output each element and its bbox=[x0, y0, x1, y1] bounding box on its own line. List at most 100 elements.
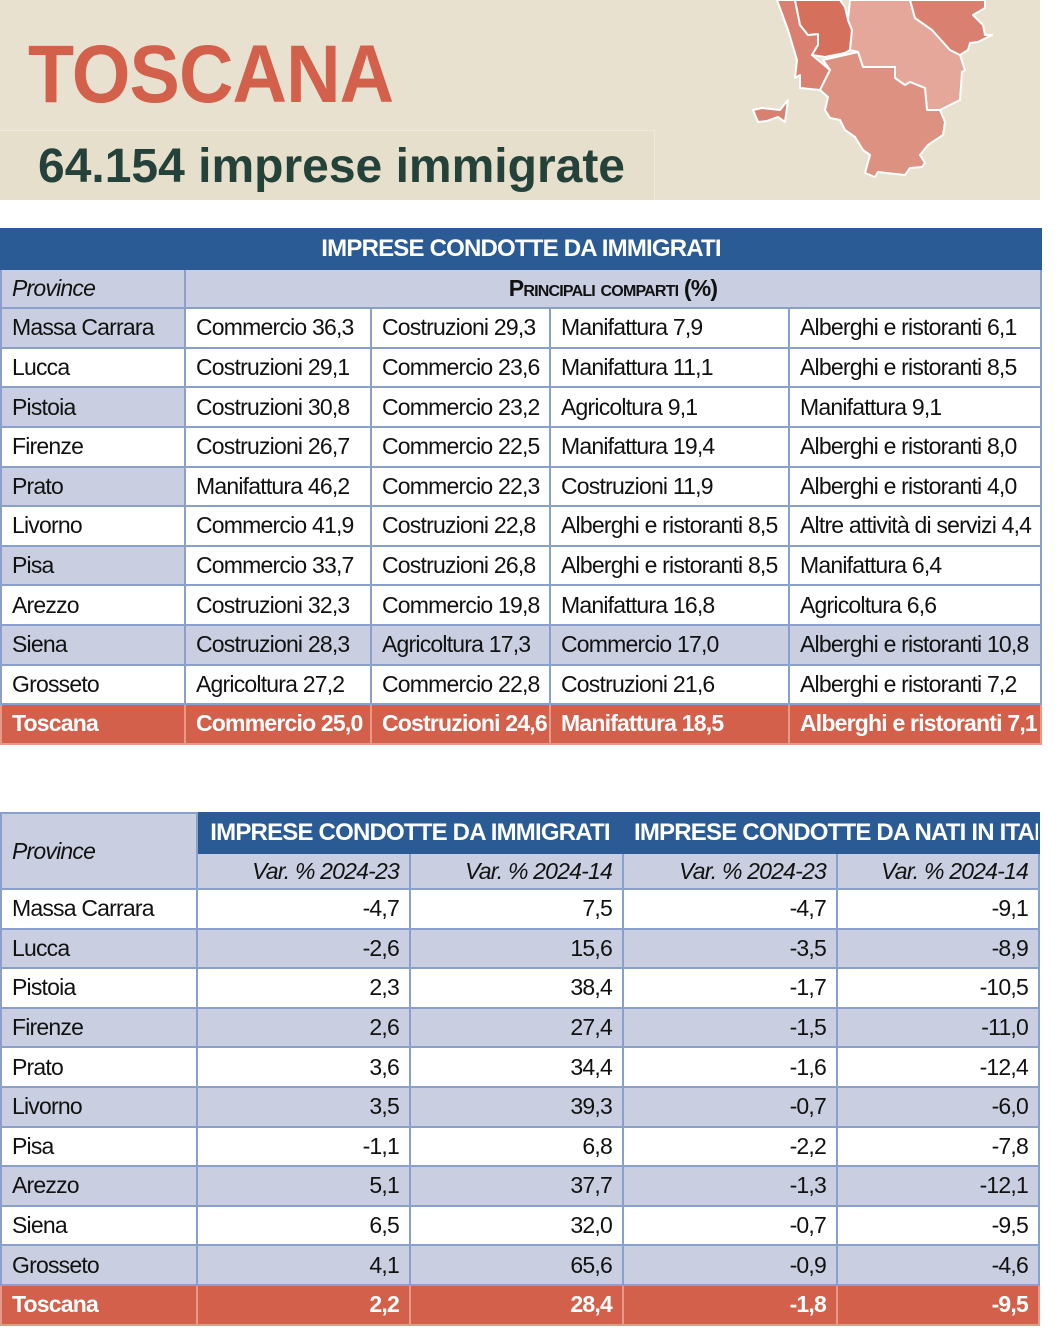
subtitle-box: 64.154 imprese immigrate bbox=[0, 130, 655, 200]
value-cell: -9,1 bbox=[835, 888, 1041, 930]
map-province-siena-grosseto bbox=[819, 51, 946, 178]
province-cell: Pistoia bbox=[0, 967, 198, 1009]
table-row: Arezzo Costruzioni 32,3 Commercio 19,8 Mani… bbox=[0, 584, 1043, 626]
comparto-cell: Commercio 36,3 bbox=[184, 307, 372, 349]
variation-table: Province IMPRESE CONDOTTE DA IMMIGRATI I… bbox=[0, 812, 1041, 1326]
value-cell: 2,6 bbox=[196, 1006, 411, 1049]
comparti-header: Principali comparti (%) bbox=[183, 267, 1043, 310]
table-row: Firenze Costruzioni 26,7 Commercio 22,5 Man… bbox=[0, 425, 1043, 468]
province-cell: Massa Carrara bbox=[0, 307, 186, 349]
comparto-cell: Manifattura 46,2 bbox=[184, 465, 372, 508]
value-cell: -1,6 bbox=[622, 1046, 838, 1088]
comparto-cell: Alberghi e ristoranti 8,5 bbox=[787, 346, 1043, 389]
province-cell: Livorno bbox=[0, 505, 186, 547]
comparto-cell: Costruzioni 26,7 bbox=[184, 425, 372, 468]
comparto-cell: Altre attività di servizi 4,4 bbox=[787, 505, 1043, 547]
table-row: Pisa Commercio 33,7 Costruzioni 26,8 Alberg… bbox=[0, 544, 1043, 587]
province-cell: Firenze bbox=[0, 1006, 198, 1049]
value-cell: -0,7 bbox=[622, 1085, 838, 1128]
comparto-cell: Alberghi e ristoranti 8,5 bbox=[549, 505, 790, 547]
table-row: Toscana Commercio 25,0 Costruzioni 24,6 Man… bbox=[0, 703, 1043, 745]
province-cell: Arezzo bbox=[0, 1165, 198, 1207]
table-row: Siena Costruzioni 28,3 Agricoltura 17,3 Com… bbox=[0, 623, 1043, 666]
comparto-cell: Costruzioni 22,8 bbox=[370, 505, 551, 547]
comparto-cell: Agricoltura 27,2 bbox=[184, 663, 372, 706]
comparto-cell: Commercio 17,0 bbox=[549, 623, 790, 666]
province-cell: Massa Carrara bbox=[0, 888, 198, 930]
comparto-cell: Agricoltura 9,1 bbox=[549, 386, 790, 428]
value-cell: 27,4 bbox=[409, 1006, 624, 1049]
province-cell: Livorno bbox=[0, 1085, 198, 1128]
value-cell: -1,5 bbox=[622, 1006, 838, 1049]
province-cell: Grosseto bbox=[0, 663, 186, 706]
province-cell: Firenze bbox=[0, 425, 186, 468]
value-cell: -4,7 bbox=[196, 888, 411, 930]
value-cell: 39,3 bbox=[409, 1085, 624, 1128]
tuscany-map-icon bbox=[752, 0, 993, 178]
table-row: Pisa -1,1 6,8 -2,2 -7,8 bbox=[0, 1125, 1041, 1168]
comparto-cell: Manifattura 16,8 bbox=[549, 584, 790, 626]
table-row: Toscana 2,2 28,4 -1,8 -9,5 bbox=[0, 1283, 1041, 1326]
value-cell: 5,1 bbox=[196, 1165, 411, 1207]
value-cell: -9,5 bbox=[835, 1283, 1041, 1326]
page-subtitle: 64.154 imprese immigrate bbox=[38, 140, 625, 193]
table-row: Pistoia Costruzioni 30,8 Commercio 23,2 Agr… bbox=[0, 386, 1043, 428]
value-cell: -11,0 bbox=[835, 1006, 1041, 1049]
comparto-cell: Alberghi e ristoranti 7,1 bbox=[787, 703, 1043, 745]
table-row: Siena 6,5 32,0 -0,7 -9,5 bbox=[0, 1204, 1041, 1247]
comparto-cell: Commercio 25,0 bbox=[184, 703, 372, 745]
value-cell: -4,7 bbox=[622, 888, 838, 930]
table-row: Prato 3,6 34,4 -1,6 -12,4 bbox=[0, 1046, 1041, 1088]
province-header: Province bbox=[0, 267, 186, 310]
value-cell: 38,4 bbox=[409, 967, 624, 1009]
comparto-cell: Agricoltura 17,3 bbox=[370, 623, 551, 666]
value-cell: -6,0 bbox=[835, 1085, 1041, 1128]
province-cell: Lucca bbox=[0, 927, 198, 970]
map-province-arezzo bbox=[909, 0, 993, 56]
comparto-cell: Commercio 41,9 bbox=[184, 505, 372, 547]
value-cell: 65,6 bbox=[409, 1244, 624, 1286]
comparto-cell: Alberghi e ristoranti 6,1 bbox=[787, 307, 1043, 349]
comparto-cell: Alberghi e ristoranti 8,5 bbox=[549, 544, 790, 587]
value-cell: 34,4 bbox=[409, 1046, 624, 1088]
value-cell: -7,8 bbox=[835, 1125, 1041, 1168]
table1-title: IMPRESE CONDOTTE DA IMMIGRATI bbox=[0, 228, 1043, 270]
comparto-cell: Costruzioni 29,3 bbox=[370, 307, 551, 349]
comparto-cell: Alberghi e ristoranti 10,8 bbox=[787, 623, 1043, 666]
group-immigrati-header: IMPRESE CONDOTTE DA IMMIGRATI bbox=[196, 812, 624, 854]
comparto-cell: Commercio 22,8 bbox=[370, 663, 551, 706]
value-cell: 7,5 bbox=[409, 888, 624, 930]
immigrant-sectors-table: IMPRESE CONDOTTE DA IMMIGRATI Province P… bbox=[0, 228, 1043, 745]
comparto-cell: Costruzioni 26,8 bbox=[370, 544, 551, 587]
comparto-cell: Manifattura 6,4 bbox=[787, 544, 1043, 587]
table-row: Pistoia 2,3 38,4 -1,7 -10,5 bbox=[0, 967, 1041, 1009]
table-row: Grosseto Agricoltura 27,2 Commercio 22,8 Co… bbox=[0, 663, 1043, 706]
table-row: Livorno Commercio 41,9 Costruzioni 22,8 Alb… bbox=[0, 505, 1043, 547]
value-cell: -1,3 bbox=[622, 1165, 838, 1207]
comparto-cell: Costruzioni 24,6 bbox=[370, 703, 551, 745]
value-cell: 37,7 bbox=[409, 1165, 624, 1207]
province-cell: Lucca bbox=[0, 346, 186, 389]
table-row: Lucca -2,6 15,6 -3,5 -8,9 bbox=[0, 927, 1041, 970]
value-cell: 3,6 bbox=[196, 1046, 411, 1088]
table-row: Arezzo 5,1 37,7 -1,3 -12,1 bbox=[0, 1165, 1041, 1207]
page-title: TOSCANA bbox=[28, 29, 394, 120]
value-cell: 4,1 bbox=[196, 1244, 411, 1286]
comparto-cell: Commercio 23,2 bbox=[370, 386, 551, 428]
col-header: Var. % 2024-23 bbox=[622, 852, 838, 890]
value-cell: -10,5 bbox=[835, 967, 1041, 1009]
comparto-cell: Manifattura 11,1 bbox=[549, 346, 790, 389]
comparto-cell: Alberghi e ristoranti 7,2 bbox=[787, 663, 1043, 706]
map-island-elba bbox=[752, 99, 789, 123]
header-banner: TOSCANA 64.154 imprese immigrate bbox=[0, 0, 1040, 200]
value-cell: -8,9 bbox=[835, 927, 1041, 970]
province-cell: Arezzo bbox=[0, 584, 186, 626]
comparto-cell: Costruzioni 32,3 bbox=[184, 584, 372, 626]
value-cell: -1,8 bbox=[622, 1283, 838, 1326]
value-cell: 2,2 bbox=[196, 1283, 411, 1326]
comparto-cell: Alberghi e ristoranti 8,0 bbox=[787, 425, 1043, 468]
col-header: Var. % 2024-23 bbox=[196, 852, 411, 890]
value-cell: -2,2 bbox=[622, 1125, 838, 1168]
province-cell: Pistoia bbox=[0, 386, 186, 428]
province-cell: Pisa bbox=[0, 544, 186, 587]
